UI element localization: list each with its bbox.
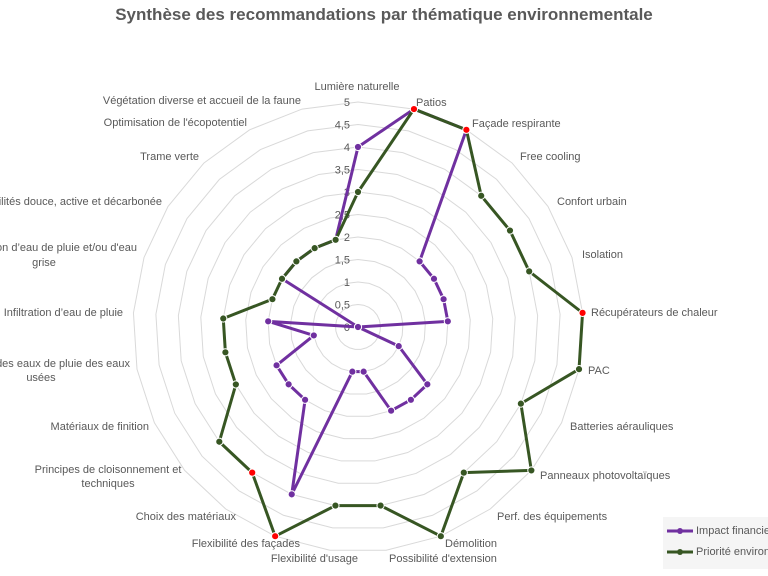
- legend-marker-green-icon: [667, 549, 693, 555]
- tick-label: 5: [344, 97, 350, 109]
- tick-label: 0,5: [335, 300, 350, 312]
- tick-label: 4,5: [335, 120, 350, 132]
- data-point[interactable]: [215, 437, 224, 446]
- series-priorite-environ: [215, 104, 587, 541]
- category-label: usées: [26, 372, 56, 384]
- data-point[interactable]: [331, 235, 340, 244]
- data-point[interactable]: [409, 104, 419, 114]
- data-point[interactable]: [459, 468, 468, 477]
- category-label: Végétation diverse et accueil de la faun…: [103, 95, 301, 107]
- category-label: Flexibilité d'usage: [271, 553, 358, 565]
- grid-ring: [132, 101, 584, 551]
- data-point[interactable]: [525, 267, 534, 276]
- category-label: Principes de cloisonnement et: [35, 464, 182, 476]
- data-point[interactable]: [271, 532, 280, 541]
- data-point[interactable]: [516, 399, 525, 408]
- data-point[interactable]: [394, 342, 403, 351]
- grid-ring: [245, 213, 471, 440]
- tick-label: 0: [344, 322, 350, 334]
- data-point[interactable]: [505, 226, 515, 235]
- legend-label: Impact financier: [696, 525, 768, 537]
- category-label: Patios: [416, 97, 447, 109]
- data-point[interactable]: [264, 317, 273, 326]
- category-label: n des eaux de pluie des eaux: [0, 358, 130, 370]
- data-point[interactable]: [436, 532, 445, 541]
- data-point[interactable]: [268, 295, 277, 304]
- chart-title: Synthèse des recommandations par thémati…: [115, 5, 653, 24]
- tick-label: 1,5: [335, 255, 350, 267]
- data-point[interactable]: [300, 395, 310, 404]
- data-point[interactable]: [439, 295, 448, 304]
- category-label: Batteries aérauliques: [570, 421, 674, 433]
- data-point[interactable]: [272, 361, 281, 370]
- data-point[interactable]: [429, 274, 439, 283]
- data-point[interactable]: [309, 331, 318, 340]
- category-label: on d’eau de pluie et/ou d'eau: [0, 242, 137, 254]
- category-label: Lumière naturelle: [315, 81, 400, 93]
- grid-ring: [290, 258, 426, 395]
- data-point[interactable]: [348, 367, 357, 376]
- legend-item-priorite-environ[interactable]: Priorité environ: [667, 543, 768, 561]
- legend-item-impact-financier[interactable]: Impact financier: [667, 522, 768, 540]
- grid-ring: [222, 191, 494, 462]
- data-point[interactable]: [376, 501, 385, 510]
- data-point[interactable]: [221, 348, 230, 357]
- data-point[interactable]: [406, 395, 416, 404]
- tick-label: 4: [344, 142, 350, 154]
- grid-ring: [155, 123, 561, 529]
- data-point[interactable]: [284, 380, 293, 389]
- data-point[interactable]: [443, 317, 452, 326]
- data-point[interactable]: [574, 365, 584, 374]
- category-label: Choix des matériaux: [136, 511, 237, 523]
- data-point[interactable]: [277, 274, 287, 283]
- category-label: Confort urbain: [557, 196, 627, 208]
- data-point[interactable]: [353, 322, 363, 332]
- data-point[interactable]: [353, 187, 363, 197]
- data-point[interactable]: [578, 308, 587, 317]
- category-label: Free cooling: [520, 151, 581, 163]
- tick-label: 3,5: [335, 165, 350, 177]
- data-point[interactable]: [231, 380, 240, 389]
- data-point[interactable]: [359, 367, 368, 376]
- category-label: Infiltration d’eau de pluie: [4, 307, 123, 319]
- data-point[interactable]: [353, 142, 363, 152]
- data-point[interactable]: [462, 125, 471, 134]
- grid-ring: [200, 168, 516, 484]
- category-label: Flexibilité des façades: [192, 538, 301, 550]
- category-label: bilités douce, active et décarbonée: [0, 196, 162, 208]
- category-label: grise: [32, 257, 56, 269]
- data-point[interactable]: [527, 466, 536, 475]
- data-point[interactable]: [415, 257, 424, 266]
- category-label: Façade respirante: [472, 118, 561, 130]
- data-point[interactable]: [477, 191, 486, 200]
- category-label: Possibilité d'extension: [389, 553, 497, 565]
- category-label: Démolition: [445, 538, 497, 550]
- category-label: Perf. des équipements: [497, 511, 608, 523]
- category-label: techniques: [81, 478, 135, 490]
- data-point[interactable]: [219, 314, 228, 323]
- legend-label: Priorité environ: [696, 546, 768, 558]
- data-point[interactable]: [287, 490, 296, 499]
- data-point[interactable]: [248, 468, 257, 477]
- data-point[interactable]: [292, 257, 301, 266]
- category-label: Panneaux photovoltaïques: [540, 470, 671, 482]
- category-label: PAC: [588, 365, 610, 377]
- category-label: Trame verte: [140, 151, 199, 163]
- legend: Impact financier Priorité environ: [663, 517, 768, 569]
- data-point[interactable]: [387, 406, 396, 415]
- category-label: Optimisation de l'écopotentiel: [104, 117, 247, 129]
- category-label: Isolation: [582, 249, 623, 261]
- tick-label: 2: [344, 232, 350, 244]
- data-point[interactable]: [331, 501, 340, 510]
- category-label: Matériaux de finition: [51, 421, 149, 433]
- data-point[interactable]: [423, 380, 432, 389]
- legend-marker-purple-icon: [667, 528, 693, 534]
- tick-label: 1: [344, 277, 350, 289]
- category-label: Récupérateurs de chaleur: [591, 307, 718, 319]
- data-point[interactable]: [310, 244, 319, 253]
